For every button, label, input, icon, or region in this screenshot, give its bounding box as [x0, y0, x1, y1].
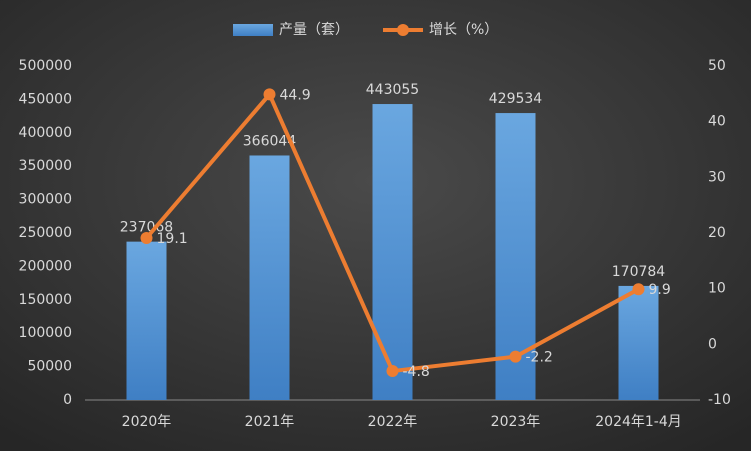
y-tick-label: 50000: [27, 359, 72, 375]
y2-tick-label: -10: [708, 392, 731, 408]
y-tick-label: 0: [63, 392, 72, 408]
y-tick-label: 100000: [19, 325, 72, 341]
y-tick-label: 400000: [19, 125, 72, 141]
line-point: [140, 232, 153, 245]
line-point: [509, 350, 522, 363]
line-value-label: -2.2: [526, 350, 553, 366]
y-tick-label: 300000: [19, 192, 72, 208]
y2-tick-label: 40: [708, 114, 726, 130]
bar-value-label: 429534: [489, 91, 543, 107]
line-point: [263, 88, 276, 101]
line-value-label: 44.9: [280, 87, 311, 103]
x-tick-label: 2020年: [122, 414, 172, 430]
bar: [126, 241, 167, 400]
x-tick-label: 2021年: [245, 414, 295, 430]
bar: [372, 104, 413, 401]
bar: [249, 155, 290, 400]
bar-value-label: 366044: [243, 133, 297, 149]
line-value-label: 19.1: [157, 231, 188, 247]
y2-tick-label: 0: [708, 336, 717, 352]
x-tick-label: 2024年1-4月: [595, 414, 682, 430]
line-point: [632, 283, 645, 296]
y-tick-label: 450000: [19, 91, 72, 107]
y2-tick-label: 20: [708, 225, 726, 241]
x-tick-label: 2022年: [368, 414, 418, 430]
y-tick-label: 200000: [19, 258, 72, 274]
bar: [618, 285, 659, 400]
legend-swatch: [397, 24, 409, 36]
bar-value-label: 443055: [366, 82, 419, 98]
y-tick-label: 500000: [19, 58, 72, 74]
y2-tick-label: 30: [708, 169, 726, 185]
y-tick-label: 150000: [19, 292, 72, 308]
y-tick-label: 250000: [19, 225, 72, 241]
legend-label: 产量（套）: [279, 22, 349, 38]
legend-label: 增长（%）: [429, 22, 498, 38]
line-value-label: 9.9: [649, 282, 671, 298]
line-value-label: -4.8: [403, 364, 430, 380]
y2-tick-label: 50: [708, 58, 726, 74]
y2-tick-label: 10: [708, 281, 726, 297]
legend-swatch: [233, 24, 273, 36]
y-tick-label: 350000: [19, 158, 72, 174]
x-tick-label: 2023年: [491, 414, 541, 430]
line-point: [386, 365, 399, 378]
bar-value-label: 170784: [612, 264, 666, 280]
